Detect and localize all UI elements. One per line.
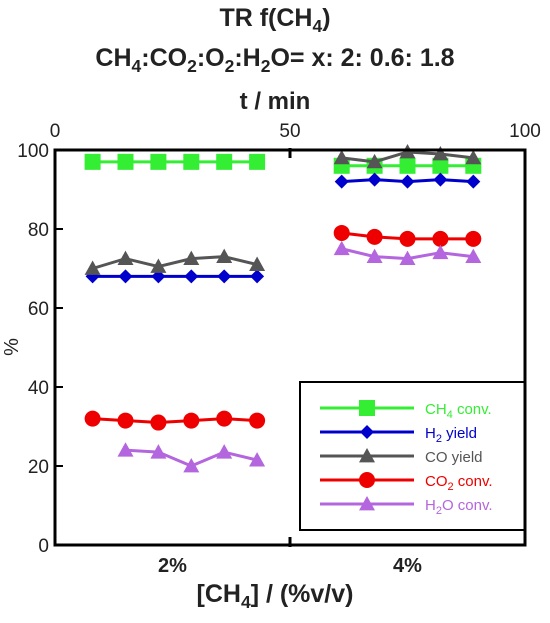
series-co2 [84, 224, 482, 431]
data-point [399, 157, 416, 174]
series-co [84, 143, 482, 275]
data-point [465, 149, 482, 165]
series-line [92, 417, 258, 425]
data-point [117, 250, 134, 266]
data-point [183, 412, 200, 429]
y-axis-label: % [1, 338, 23, 356]
y-tick-label: 40 [28, 378, 49, 399]
data-point [366, 248, 383, 264]
legend-label: CH4 conv. [425, 401, 492, 421]
data-point [333, 224, 350, 241]
y-tick-label: 0 [38, 536, 49, 557]
data-point [183, 250, 200, 266]
legend-item-co2: CO2 conv. [320, 472, 493, 493]
data-point [466, 174, 481, 189]
data-point [216, 248, 233, 264]
data-point [84, 153, 101, 170]
y-tick-label: 20 [28, 457, 49, 478]
data-point [366, 153, 383, 169]
data-point [150, 444, 167, 459]
data-point [117, 442, 134, 457]
data-point [84, 260, 101, 275]
legend-item-h2: H2 yield [320, 425, 477, 445]
data-point [334, 174, 349, 189]
data-point [432, 230, 449, 247]
data-point [150, 414, 167, 431]
data-point [433, 172, 448, 187]
top-tick-label: 0 [50, 121, 61, 142]
series-line [92, 255, 258, 270]
data-point [117, 412, 134, 429]
data-point [183, 153, 200, 170]
plot-area [84, 143, 482, 473]
chart-title: TR f(CH4) [219, 4, 331, 37]
bottom-axis-label: [CH4] / (%v/v) [196, 580, 354, 613]
data-point [249, 256, 266, 271]
data-point [465, 248, 482, 264]
data-point [432, 157, 449, 174]
legend-item-co: CO yield [320, 448, 483, 466]
series-h2o [117, 240, 482, 473]
data-point [333, 149, 350, 165]
legend-label: H2O conv. [425, 497, 493, 517]
bottom-axis: 2% 4% [158, 555, 422, 577]
data-point [249, 412, 266, 429]
data-point [183, 458, 200, 473]
data-point [250, 269, 265, 284]
legend-label: H2 yield [425, 425, 477, 445]
data-point [359, 400, 375, 416]
data-point [432, 145, 449, 161]
y-tick-label: 100 [17, 141, 49, 162]
data-point [118, 269, 133, 284]
data-point [216, 153, 233, 170]
data-point [465, 230, 482, 247]
category-label: 4% [393, 555, 422, 577]
top-axis: 0 50 100 [50, 121, 541, 142]
data-point [400, 174, 415, 189]
data-point [217, 269, 232, 284]
data-point [360, 425, 374, 439]
legend-label: CO yield [425, 449, 483, 466]
data-point [367, 172, 382, 187]
series-h2 [85, 172, 481, 284]
data-point [366, 228, 383, 245]
data-point [84, 410, 101, 427]
category-label: 2% [158, 555, 187, 577]
data-point [359, 496, 375, 511]
data-point [333, 240, 350, 256]
data-point [216, 410, 233, 427]
data-point [150, 153, 167, 170]
legend-item-ch4: CH4 conv. [320, 400, 492, 421]
data-point [359, 472, 375, 488]
series-ch4 [84, 153, 482, 174]
data-point [249, 153, 266, 170]
data-point [216, 444, 233, 459]
top-tick-label: 50 [279, 121, 300, 142]
data-point [399, 250, 416, 266]
data-point [150, 258, 167, 273]
data-point [117, 153, 134, 170]
y-tick-label: 60 [28, 299, 49, 320]
legend-box: CH4 conv. H2 yield CO yield CO2 conv. H2O co… [299, 381, 526, 531]
legend-item-h2o: H2O conv. [320, 496, 493, 517]
data-point [184, 269, 199, 284]
top-tick-label: 100 [509, 121, 541, 142]
data-point [432, 244, 449, 260]
chart-subtitle-ratio: CH4:CO2:O2:H2O= x: 2: 0.6: 1.8 [95, 44, 455, 77]
data-point [359, 448, 375, 463]
data-point [249, 452, 266, 467]
y-tick-label: 80 [28, 220, 49, 241]
data-point [399, 230, 416, 247]
legend-label: CO2 conv. [425, 473, 493, 493]
top-axis-label: t / min [239, 88, 311, 115]
y-axis: 0 20 40 60 80 100 [17, 141, 63, 557]
